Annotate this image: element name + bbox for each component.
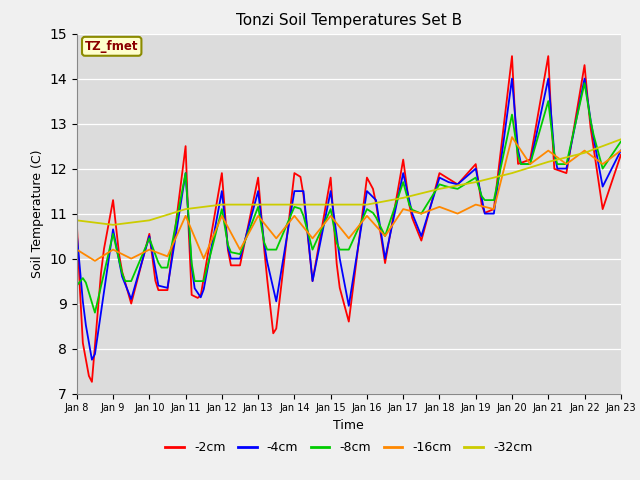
-16cm — [617, 148, 625, 154]
-4cm — [227, 256, 235, 262]
-8cm — [526, 161, 534, 167]
-4cm — [88, 357, 96, 362]
-32cm — [336, 202, 344, 207]
Line: -4cm: -4cm — [77, 79, 621, 360]
-8cm — [73, 283, 81, 288]
-8cm — [91, 310, 99, 315]
X-axis label: Time: Time — [333, 419, 364, 432]
-8cm — [122, 278, 129, 284]
Title: Tonzi Soil Temperatures Set B: Tonzi Soil Temperatures Set B — [236, 13, 462, 28]
-16cm — [336, 224, 344, 230]
Line: -8cm: -8cm — [77, 83, 621, 312]
-32cm — [109, 222, 117, 228]
-8cm — [157, 264, 165, 270]
Legend: -2cm, -4cm, -8cm, -16cm, -32cm: -2cm, -4cm, -8cm, -16cm, -32cm — [160, 436, 538, 459]
-2cm — [227, 263, 235, 268]
-16cm — [91, 258, 99, 264]
-4cm — [508, 76, 516, 82]
-32cm — [73, 217, 81, 223]
-16cm — [529, 159, 537, 165]
-2cm — [617, 152, 625, 158]
-4cm — [122, 281, 129, 287]
-2cm — [339, 296, 347, 302]
Line: -2cm: -2cm — [77, 56, 621, 382]
-16cm — [73, 247, 81, 252]
Line: -32cm: -32cm — [77, 139, 621, 225]
-32cm — [227, 202, 235, 207]
-2cm — [73, 220, 81, 226]
-16cm — [157, 251, 165, 257]
-8cm — [580, 80, 588, 86]
-8cm — [339, 247, 347, 252]
Text: TZ_fmet: TZ_fmet — [85, 40, 138, 53]
-16cm — [508, 134, 516, 140]
-32cm — [526, 165, 534, 170]
-16cm — [122, 252, 129, 258]
-2cm — [529, 140, 537, 145]
-32cm — [339, 202, 347, 207]
-8cm — [227, 249, 235, 255]
-2cm — [88, 379, 96, 385]
Line: -16cm: -16cm — [77, 137, 621, 261]
-8cm — [617, 139, 625, 144]
-32cm — [157, 214, 165, 219]
-4cm — [336, 256, 344, 262]
-32cm — [122, 220, 129, 226]
-2cm — [508, 53, 516, 59]
-2cm — [157, 287, 165, 293]
-32cm — [617, 136, 625, 142]
-8cm — [336, 247, 344, 252]
-4cm — [157, 284, 165, 289]
-16cm — [227, 230, 235, 236]
-4cm — [529, 147, 537, 153]
-4cm — [73, 231, 81, 237]
-2cm — [336, 285, 344, 291]
-4cm — [617, 148, 625, 154]
-4cm — [339, 272, 347, 277]
-16cm — [339, 228, 347, 234]
Y-axis label: Soil Temperature (C): Soil Temperature (C) — [31, 149, 44, 278]
-2cm — [122, 279, 129, 285]
